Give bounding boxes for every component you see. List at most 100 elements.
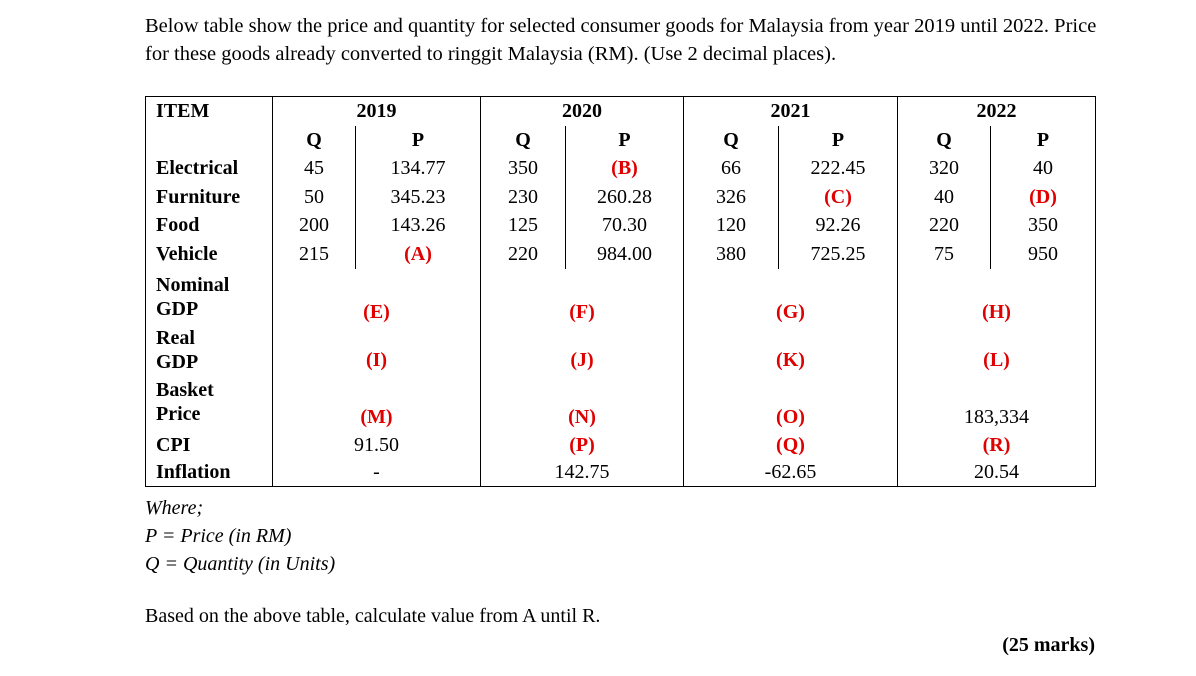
cell-text: 91.50: [354, 433, 399, 456]
cell-text: 220: [508, 243, 538, 266]
cell-text: 40: [1033, 156, 1053, 179]
table-cell: (N): [480, 373, 684, 431]
row-label: Vehicle: [145, 239, 273, 269]
cell-text: (B): [611, 156, 638, 179]
header-cell: Q: [683, 125, 779, 154]
cell-text: Q: [515, 128, 531, 151]
table-cell: 220: [480, 239, 566, 269]
row-label: Food: [145, 211, 273, 240]
header-cell: ITEM: [145, 96, 273, 126]
header-cell: Q: [272, 125, 356, 154]
note: P = Price (in RM): [145, 525, 292, 547]
header-cell: 2020: [480, 96, 684, 126]
table-cell: 143.26: [355, 211, 481, 240]
cell-text: (O): [776, 405, 805, 428]
cell-text: Basket Price: [156, 379, 214, 425]
note: Where;: [145, 497, 204, 519]
cell-text: (N): [568, 405, 596, 428]
header-cell: P: [565, 125, 684, 154]
cell-text: 66: [721, 156, 741, 179]
row-label: Basket Price: [145, 373, 273, 431]
cell-text: Q: [723, 128, 739, 151]
header-cell: P: [355, 125, 481, 154]
cell-text: 2020: [562, 100, 602, 123]
cell-text: (H): [982, 300, 1011, 323]
cell-text: Furniture: [156, 185, 241, 208]
table-row: Nominal GDP (E) (F) (G) (H): [145, 268, 1096, 326]
cell-text: 230: [508, 185, 538, 208]
table-cell: 40: [990, 153, 1096, 183]
header-cell: P: [990, 125, 1096, 154]
cell-text: Q: [936, 128, 952, 151]
row-label: CPI: [145, 430, 273, 459]
table-row: Inflation - 142.75 -62.65 20.54: [145, 458, 1096, 487]
table-cell: 125: [480, 211, 566, 240]
cell-text: ITEM: [156, 100, 210, 123]
table-cell: 220: [897, 211, 991, 240]
cell-text: Nominal GDP: [156, 274, 230, 320]
header-cell: 2019: [272, 96, 481, 126]
table-row: Basket Price (M) (N) (O) 183,334: [145, 373, 1096, 431]
table-cell: (C): [778, 182, 898, 211]
cell-text: (I): [365, 348, 388, 371]
cell-text: 125: [508, 214, 538, 237]
cell-text: Inflation: [156, 461, 231, 484]
table-cell: (J): [480, 325, 684, 374]
table-cell: (P): [480, 430, 684, 459]
table-cell: (H): [897, 268, 1096, 326]
cell-text: Real GDP: [156, 326, 199, 373]
table-cell: 200: [272, 211, 356, 240]
cell-text: (K): [776, 348, 805, 371]
cell-text: Food: [156, 214, 200, 237]
cell-text: Q: [306, 128, 322, 151]
table-row: Furniture 50 345.23 230 260.28 326 (C) 40 (D): [145, 182, 1096, 211]
table-cell: 50: [272, 182, 356, 211]
table-cell: 345.23: [355, 182, 481, 211]
table-cell: (M): [272, 373, 481, 431]
table-cell: -: [272, 458, 481, 487]
cell-text: (M): [360, 405, 393, 428]
table-row: Vehicle 215 (A) 220 984.00 380 725.25 75 950: [145, 239, 1096, 269]
cell-text: (P): [569, 433, 595, 456]
table-cell: 260.28: [565, 182, 684, 211]
cell-text: 222.45: [810, 156, 866, 179]
cell-text: 725.25: [810, 243, 866, 266]
table-cell: 92.26: [778, 211, 898, 240]
cell-text: P: [831, 128, 845, 151]
table-row: Food 200 143.26 125 70.30 120 92.26 220 350: [145, 211, 1096, 240]
cell-text: (G): [776, 300, 805, 323]
table-cell: (E): [272, 268, 481, 326]
cell-text: 350: [508, 156, 538, 179]
table-cell: 40: [897, 182, 991, 211]
cell-text: 2022: [976, 100, 1017, 123]
cell-text: 142.75: [554, 461, 610, 483]
table-row: CPI 91.50 (P) (Q) (R): [145, 430, 1096, 459]
cell-text: (R): [982, 433, 1011, 456]
cell-text: 326: [716, 185, 746, 208]
cell-text: (A): [404, 243, 432, 266]
cell-text: (C): [824, 185, 852, 208]
table-cell: 75: [897, 239, 991, 269]
table-cell: (K): [683, 325, 898, 374]
table-cell: 120: [683, 211, 779, 240]
cell-text: 120: [716, 214, 746, 237]
table-cell: (O): [683, 373, 898, 431]
table-cell: 725.25: [778, 239, 898, 269]
legend-notes: Where; P = Price (in RM) Q = Quantity (i…: [145, 494, 335, 578]
marks: (25 marks): [1002, 634, 1095, 656]
cell-text: 20.54: [974, 461, 1019, 483]
data-table: ITEM 2019 2020 2021 2022 Q P Q P Q P Q P Electrical 45…: [145, 96, 1096, 487]
table-cell: 984.00: [565, 239, 684, 269]
cell-text: Vehicle: [156, 243, 218, 266]
cell-text: 380: [716, 243, 746, 266]
cell-text: 2019: [356, 100, 397, 123]
table-cell: 45: [272, 153, 356, 183]
table-cell: (Q): [683, 430, 898, 459]
cell-text: (Q): [776, 433, 805, 456]
cell-text: 320: [929, 156, 959, 179]
cell-text: 950: [1028, 243, 1058, 266]
table-row: Real GDP (I) (J) (K) (L): [145, 325, 1096, 374]
cell-text: P: [1036, 128, 1050, 151]
